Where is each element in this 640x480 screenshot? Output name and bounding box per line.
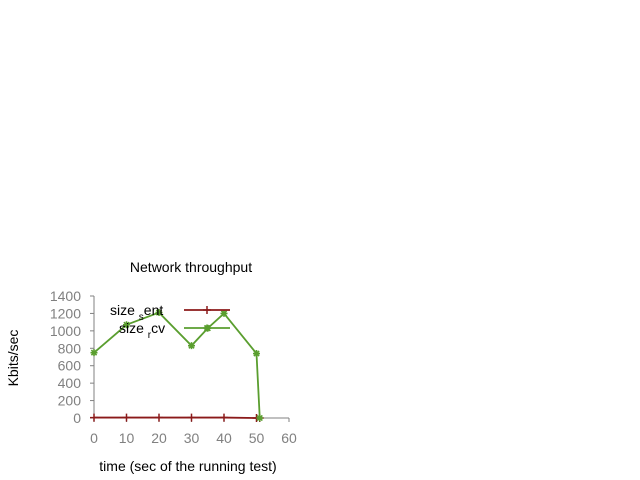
x-tick-label: 0	[90, 430, 98, 446]
x-tick-label: 50	[249, 430, 265, 446]
size_rcv-point	[220, 309, 228, 317]
chart-title: Network throughput	[130, 259, 252, 275]
size_rcv-point	[188, 342, 195, 350]
x-tick-label: 10	[119, 430, 135, 446]
x-tick-label: 20	[151, 430, 167, 446]
size_rcv-point	[90, 349, 98, 357]
y-tick-label: 1400	[50, 288, 81, 304]
size_rcv-point	[256, 414, 264, 422]
x-tick-label: 40	[216, 430, 232, 446]
size_rcv-point	[155, 309, 163, 317]
x-axis-title: time (sec of the running test)	[99, 458, 276, 474]
y-tick-label: 1000	[50, 323, 81, 339]
legend-entry-size_rcv: size rcv	[119, 320, 230, 341]
legend-size_sent-point	[203, 306, 211, 314]
x-tick-label: 60	[281, 430, 297, 446]
y-tick-label: 0	[73, 410, 81, 426]
x-axis-ticks: 0 10 20 30 40 50 60	[90, 418, 297, 446]
size_sent-point	[155, 413, 163, 422]
size_sent-point	[187, 413, 196, 422]
y-tick-label: 400	[58, 375, 82, 391]
legend-label: size sent	[110, 302, 163, 323]
size_sent-point	[220, 413, 228, 422]
legend-label: size rcv	[119, 320, 165, 341]
x-tick-label: 30	[184, 430, 200, 446]
size_rcv-line	[93, 311, 261, 419]
y-tick-label: 1200	[50, 305, 81, 321]
y-tick-label: 800	[58, 340, 82, 356]
legend-size_rcv-point	[203, 324, 211, 332]
size_rcv-point	[253, 350, 260, 358]
y-tick-label: 200	[58, 393, 82, 409]
size_sent-point	[122, 413, 131, 422]
y-tick-label: 600	[58, 358, 82, 374]
series-size_sent	[90, 413, 264, 422]
series-size_rcv	[90, 309, 264, 422]
size_sent-point	[90, 413, 98, 422]
series-layer	[90, 309, 264, 422]
size_rcv-point	[123, 321, 130, 329]
y-axis-title: Kbits/sec	[5, 330, 21, 387]
legend-entry-size_sent: size sent	[110, 302, 230, 323]
